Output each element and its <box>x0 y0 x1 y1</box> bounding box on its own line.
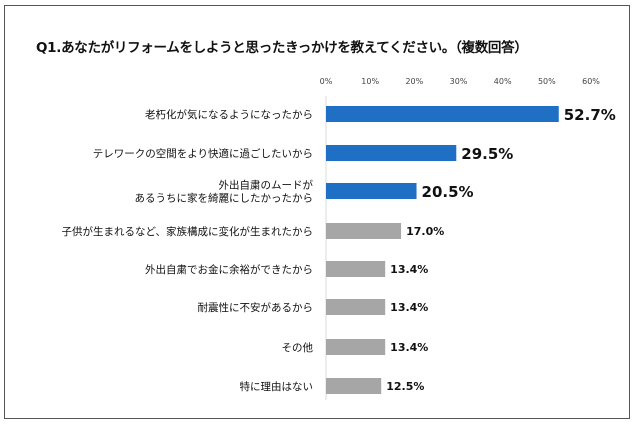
data-label: 13.4% <box>390 301 428 314</box>
bar <box>326 106 559 122</box>
category-label: テレワークの空間をより快適に過ごしたいから <box>93 147 313 160</box>
bar <box>326 378 382 394</box>
data-label: 12.5% <box>386 380 424 393</box>
category-label: その他 <box>282 341 314 354</box>
data-label: 52.7% <box>564 106 616 124</box>
x-tick-label: 30% <box>450 77 468 86</box>
category-label: 外出自粛でお金に余裕ができたから <box>145 263 313 276</box>
bar <box>326 183 417 199</box>
data-label: 29.5% <box>461 145 513 163</box>
bar <box>326 223 402 239</box>
chart-frame <box>4 5 630 419</box>
x-tick-label: 10% <box>361 77 379 86</box>
category-label: 子供が生まれるなど、家族構成に変化が生まれたから <box>62 225 313 238</box>
bar <box>326 299 386 315</box>
x-tick-label: 60% <box>582 77 600 86</box>
x-tick-label: 20% <box>405 77 423 86</box>
x-tick-label: 0% <box>320 77 333 86</box>
category-label: 耐震性に不安があるから <box>198 301 314 314</box>
category-label: あるうちに家を綺麗にしたかったから <box>135 192 314 205</box>
bar <box>326 339 386 355</box>
data-label: 20.5% <box>422 183 474 201</box>
bar <box>326 261 386 277</box>
category-label: 老朽化が気になるようになったから <box>145 108 313 121</box>
category-label: 外出自粛のムードが <box>219 179 314 192</box>
bar <box>326 145 457 161</box>
data-label: 13.4% <box>390 341 428 354</box>
x-tick-label: 40% <box>494 77 512 86</box>
data-label: 13.4% <box>390 263 428 276</box>
data-label: 17.0% <box>406 225 444 238</box>
chart-title: Q1.あなたがリフォームをしようと思ったきっかけを教えてください。（複数回答） <box>36 40 528 56</box>
category-label: 特に理由はない <box>240 380 314 393</box>
x-tick-label: 50% <box>538 77 556 86</box>
